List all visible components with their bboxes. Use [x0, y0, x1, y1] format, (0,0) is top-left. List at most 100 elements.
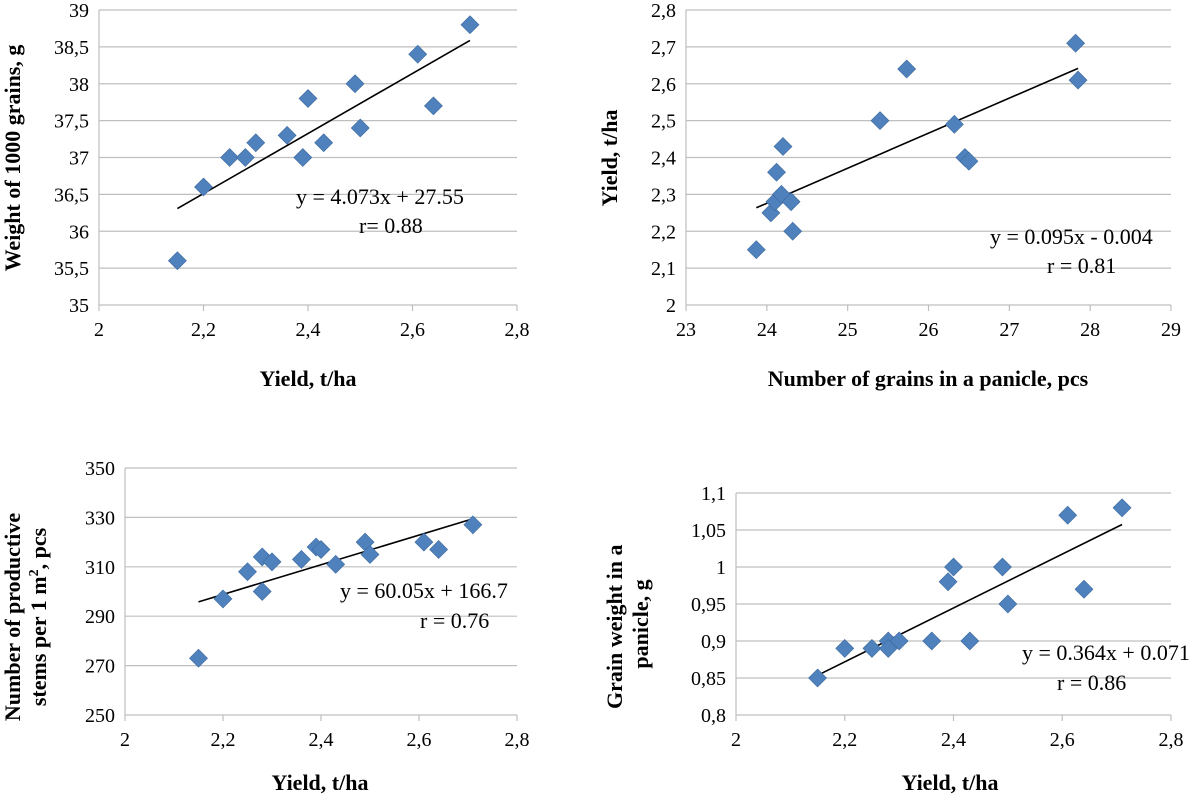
- trendline: [756, 67, 1079, 209]
- y-tick-label: 37: [69, 148, 89, 170]
- y-axis-title: Grain weight in a panicle, g: [602, 539, 653, 709]
- x-axis-title: Yield, t/ha: [260, 366, 357, 391]
- x-tick-label: 2,4: [941, 729, 966, 751]
- x-tick-label: 27: [999, 319, 1019, 341]
- data-point: [460, 15, 480, 35]
- y-axis-title-line-2: panicle, g: [628, 579, 653, 668]
- data-point: [783, 221, 803, 241]
- superscript-2: 2: [27, 569, 42, 576]
- data-point: [773, 137, 793, 156]
- x-axis-title: Yield, t/ha: [902, 770, 999, 795]
- data-point: [167, 251, 187, 271]
- y-axis-title: Number of productive: [0, 513, 25, 721]
- data-point: [213, 589, 233, 609]
- chart-yield-vs-grains-per-panicle: 22,12,22,32,42,52,62,72,823 24 25 26 27 28 29 …: [597, 0, 1181, 391]
- data-point: [235, 148, 255, 167]
- data-point: [246, 133, 266, 153]
- data-point: [746, 240, 766, 260]
- y-axis-title: Weight of 1000 grains, g: [0, 45, 25, 272]
- y-axis-title-line-1: Number of productive: [0, 513, 25, 721]
- data-point: [314, 133, 334, 153]
- y-tick-label: 330: [85, 507, 115, 529]
- data-point: [311, 540, 331, 559]
- data-point: [408, 44, 428, 64]
- y-tick-label: 2,1: [651, 258, 676, 280]
- x-tick-label: 2,8: [505, 729, 530, 751]
- regression-equation: y = 4.073x + 27.55: [296, 184, 464, 209]
- data-point: [194, 177, 213, 197]
- y-tick-label: 36,5: [54, 184, 89, 206]
- data-point: [326, 554, 346, 574]
- x-tick-label: 2,8: [505, 319, 530, 341]
- data-point: [360, 545, 380, 564]
- y-tick-label: 1,05: [691, 520, 726, 542]
- data-point: [889, 631, 909, 651]
- y-tick-label: 2,6: [651, 74, 676, 96]
- y-tick-label: 290: [85, 606, 115, 628]
- data-point: [189, 648, 208, 668]
- data-point: [220, 148, 240, 167]
- data-point: [423, 96, 443, 116]
- y-tick-label: 2,2: [651, 221, 676, 243]
- x-tick-label: 2,6: [407, 729, 432, 751]
- x-tick-label: 23: [676, 319, 696, 341]
- y-tick-label: 0,8: [701, 705, 726, 727]
- y-tick-label: 0,95: [691, 594, 726, 616]
- x-tick-label: 26: [919, 319, 939, 341]
- data-point: [345, 74, 365, 94]
- data-point: [262, 552, 282, 572]
- data-point: [835, 638, 855, 658]
- y-tick-label: 2,4: [651, 148, 676, 170]
- correlation-coefficient: r = 0.76: [420, 608, 489, 633]
- y-tick-label: 36: [69, 221, 89, 243]
- data-point: [808, 668, 827, 688]
- data-point: [944, 114, 964, 134]
- y-axis-title-line-2: stems per 1 m2, pcs: [26, 527, 51, 706]
- chart-grain-weight-panicle-vs-yield: 0,8 0,85 0,9 0,95 1 1,05 1,1 2 2,2 2,4 2,6 2,8 Yiel…: [602, 483, 1190, 795]
- y-tick-label: 0,9: [701, 631, 726, 653]
- data-point: [993, 557, 1012, 577]
- x-tick-label: 2,6: [400, 319, 425, 341]
- y-tick-label: 250: [85, 705, 115, 727]
- x-tick-label: 2,4: [309, 729, 334, 751]
- y-tick-label: 35: [69, 295, 89, 317]
- x-tick-label: 25: [838, 319, 858, 341]
- regression-equation: y = 0.364x + 0.071: [1022, 640, 1190, 665]
- regression-equation: y = 60.05x + 166.7: [340, 578, 508, 603]
- data-point: [922, 631, 942, 651]
- data-point: [862, 638, 882, 658]
- correlation-coefficient: r = 0.81: [1047, 253, 1116, 278]
- y-tick-label: 2,8: [651, 0, 676, 22]
- y-tick-label: 35,5: [54, 258, 89, 280]
- y-tick-label: 37,5: [54, 111, 89, 133]
- y-axis-title-line-1: Grain weight in a: [602, 545, 627, 709]
- y-tick-label: 2,3: [651, 184, 676, 206]
- x-axis-title: Yield, t/ha: [272, 770, 369, 795]
- data-point: [959, 151, 979, 171]
- x-tick-label: 28: [1080, 319, 1100, 341]
- data-point: [1068, 70, 1088, 90]
- data-point: [938, 572, 958, 592]
- data-point: [298, 89, 318, 108]
- data-point: [291, 549, 311, 569]
- x-tick-label: 2: [120, 729, 130, 751]
- data-point: [1074, 579, 1094, 599]
- x-tick-label: 2,6: [1050, 729, 1075, 751]
- data-point: [1112, 498, 1132, 518]
- y-tick-label: 350: [85, 458, 115, 480]
- x-tick-label: 29: [1161, 319, 1181, 341]
- data-point: [463, 515, 483, 535]
- data-point: [1066, 33, 1086, 53]
- x-axis-title: Number of grains in a panicle, pcs: [768, 366, 1089, 391]
- chart-productive-stems-vs-yield: 250 270 290 310 330 350 2 2,2 2,4 2,6 2,8 Yield, t…: [0, 458, 530, 795]
- x-tick-label: 2,4: [296, 319, 321, 341]
- x-tick-label: 24: [757, 319, 777, 341]
- y-axis-title: Yield, t/ha: [597, 110, 622, 207]
- y-tick-label: 1,1: [701, 483, 726, 505]
- data-point: [1058, 505, 1078, 525]
- data-point: [870, 111, 890, 131]
- regression-equation: y = 0.095x - 0.004: [990, 224, 1153, 249]
- data-point: [252, 582, 272, 601]
